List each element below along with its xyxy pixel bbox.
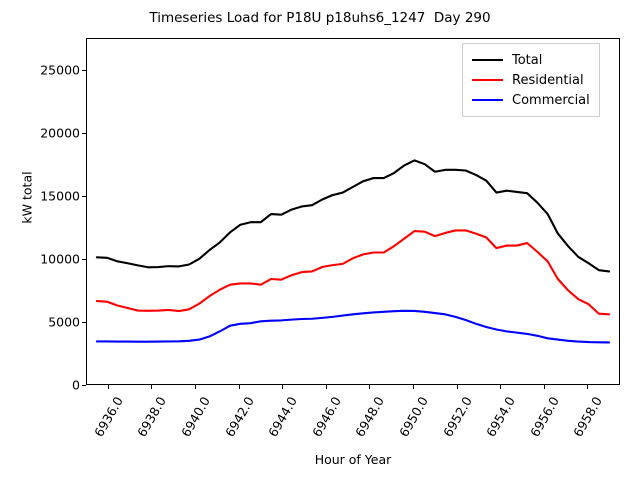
x-tick-label: 6950.0: [396, 394, 431, 440]
x-tick-label: 6946.0: [308, 394, 344, 440]
x-tick-mark: [456, 385, 458, 389]
y-tick-label: 0: [72, 377, 80, 393]
x-tick-label: 6954.0: [483, 394, 519, 440]
x-tick-label: 6948.0: [352, 394, 388, 440]
x-tick-mark: [151, 385, 153, 389]
x-tick-label: 6956.0: [526, 394, 562, 440]
x-tick-label: 6936.0: [90, 394, 126, 440]
x-tick-mark: [543, 385, 545, 389]
x-tick-mark: [412, 385, 415, 389]
legend-item-commercial[interactable]: Commercial: [472, 90, 590, 110]
legend-swatch-total: [472, 59, 503, 61]
x-tick-mark: [500, 385, 502, 389]
legend-label-total: Total: [512, 52, 543, 68]
line-total: [95, 159, 611, 273]
x-tick-label: 6952.0: [439, 394, 475, 440]
y-tick-mark: [82, 132, 86, 134]
x-tick-mark: [369, 385, 371, 389]
y-tick-mark: [82, 258, 86, 260]
legend-swatch-residential: [472, 79, 503, 81]
line-residential: [95, 229, 611, 316]
x-tick-mark: [587, 385, 589, 389]
y-tick-label: 10000: [40, 251, 80, 267]
legend-swatch-commercial: [472, 99, 503, 101]
y-tick-mark: [82, 195, 86, 197]
x-axis-label: Hour of Year: [314, 452, 392, 467]
line-commercial: [95, 309, 611, 344]
x-tick-label: 6938.0: [134, 394, 170, 440]
x-tick-mark: [107, 385, 109, 389]
chart-title: Timeseries Load for P18U p18uhs6_1247 Da…: [149, 10, 491, 26]
x-tick-label: 6942.0: [221, 394, 257, 440]
y-tick-label: 15000: [40, 188, 80, 204]
x-tick-label: 6944.0: [265, 394, 301, 440]
legend-item-total[interactable]: Total: [472, 50, 590, 70]
legend-label-commercial: Commercial: [512, 92, 590, 108]
y-tick-mark: [82, 385, 86, 387]
chart-legend: Total Residential Commercial: [462, 43, 600, 117]
x-tick-mark: [325, 385, 327, 389]
legend-item-residential[interactable]: Residential: [472, 70, 590, 90]
x-tick-mark: [194, 385, 197, 389]
y-tick-mark: [82, 321, 86, 323]
y-tick-mark: [82, 69, 86, 71]
y-tick-label: 25000: [40, 62, 80, 78]
legend-label-residential: Residential: [512, 72, 584, 88]
y-tick-label: 5000: [48, 314, 80, 330]
y-tick-label: 20000: [40, 125, 80, 141]
plot-frame: [86, 38, 620, 385]
x-tick-mark: [282, 385, 284, 389]
plot-lines: [95, 159, 611, 344]
x-tick-label: 6940.0: [178, 394, 213, 440]
x-tick-mark: [238, 385, 240, 389]
x-tick-label: 6958.0: [570, 394, 606, 440]
